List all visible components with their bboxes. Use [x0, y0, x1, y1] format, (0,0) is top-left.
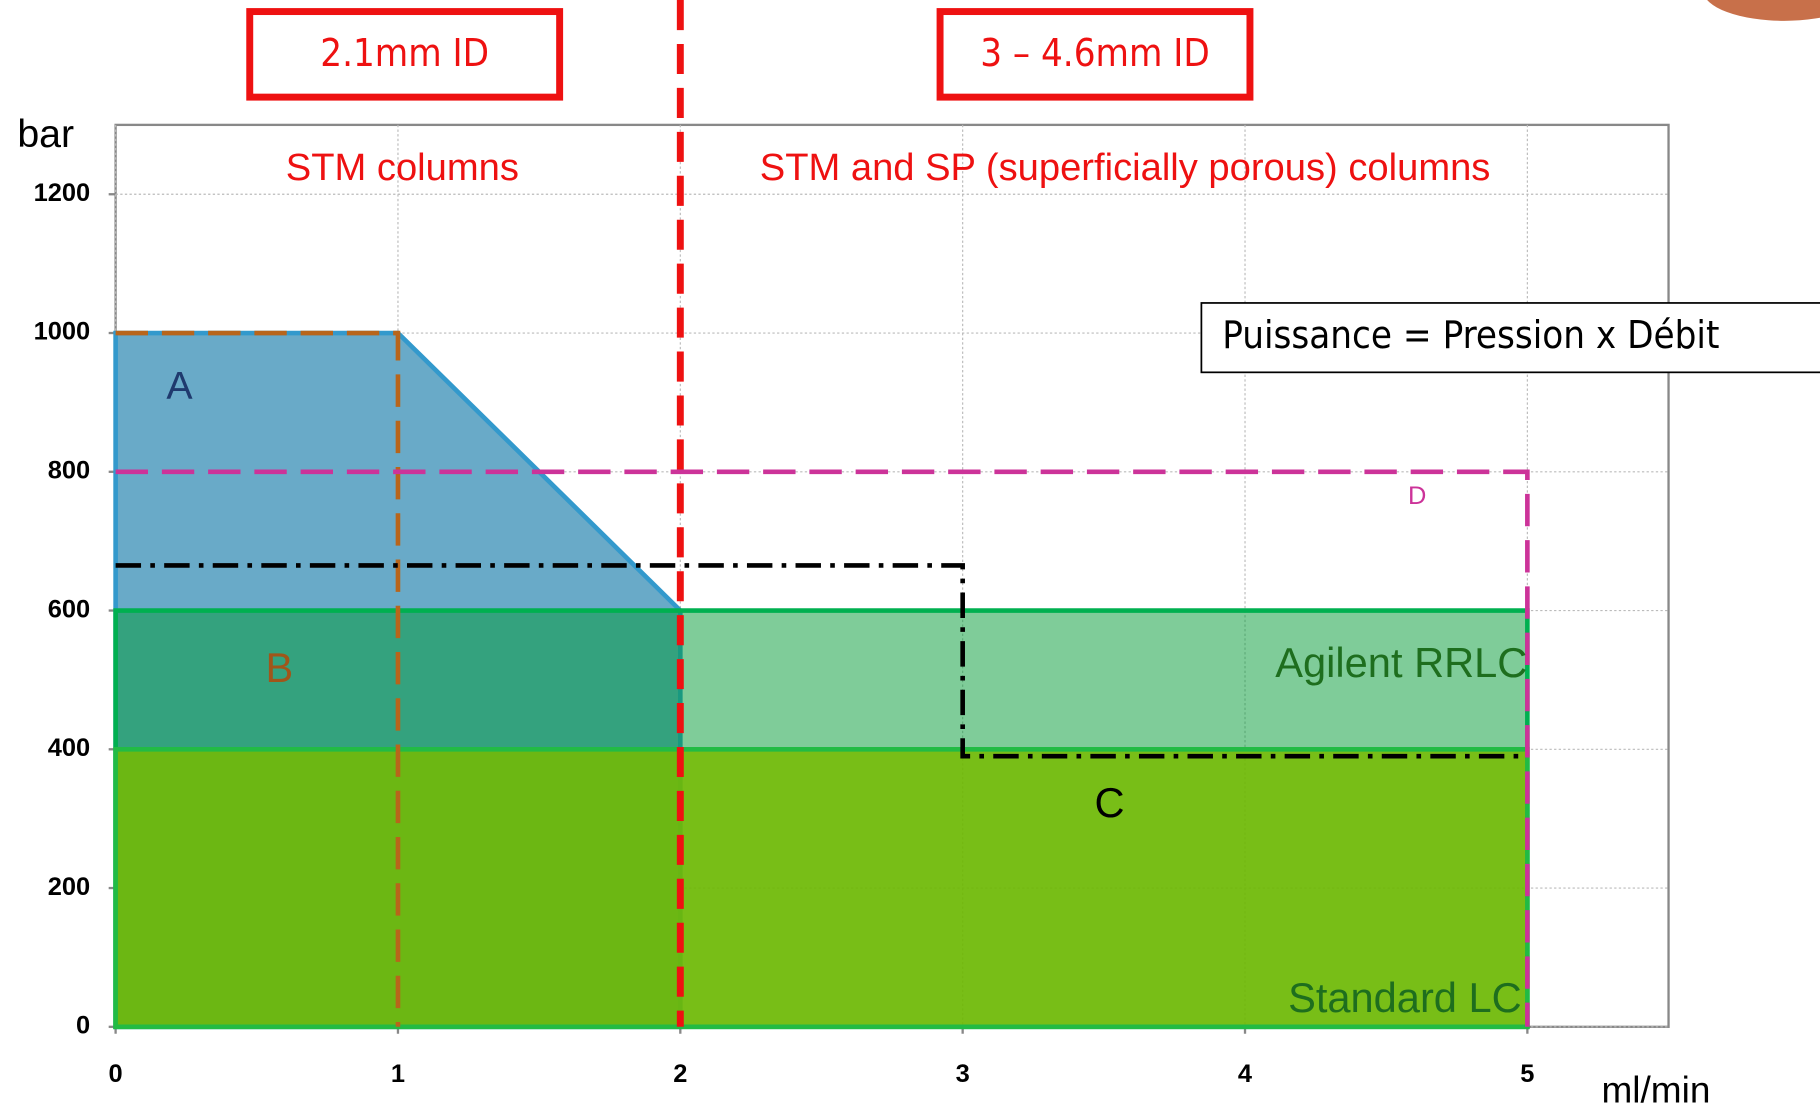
x-tick-label: 2 [673, 1060, 687, 1088]
y-tick-label: 1200 [34, 179, 91, 207]
x-axis-label: ml/min [1601, 1069, 1710, 1110]
region-id-box [246, 8, 564, 101]
x-tick-label: 1 [391, 1060, 405, 1088]
y-tick-label: 800 [48, 456, 90, 484]
x-tick-label: 5 [1520, 1060, 1534, 1088]
limit-line [115, 469, 1530, 1027]
region-label: STM and SP (superficially porous) column… [760, 146, 1491, 189]
y-tick-label: 200 [48, 873, 90, 901]
region-id-box [936, 8, 1254, 101]
limit-line [115, 330, 401, 1027]
limit-line [115, 563, 1528, 759]
series-label: Standard LC [1288, 974, 1522, 1021]
series-label: Agilent RRLC [1275, 639, 1527, 686]
x-tick-label: 0 [109, 1060, 123, 1088]
y-tick-label: 0 [76, 1012, 90, 1040]
region-label: STM columns [286, 146, 519, 189]
series-label: B [265, 644, 293, 691]
note: Puissance = Pression x Débit [1222, 313, 1719, 357]
series-label: C [1094, 779, 1124, 826]
y-axis-label: bar [17, 112, 74, 156]
y-tick-label: 400 [48, 734, 90, 762]
region-id: 2.1mm ID [320, 31, 489, 75]
decoration [1707, 0, 1820, 21]
x-tick-label: 4 [1238, 1060, 1252, 1088]
x-tick-label: 3 [956, 1060, 970, 1088]
note-box [1200, 302, 1820, 374]
region-id: 3 – 4.6mm ID [980, 31, 1210, 75]
y-tick-label: 1000 [34, 318, 91, 346]
series-label: A [166, 364, 193, 408]
series-label: D [1408, 482, 1426, 510]
marks [113, 330, 1530, 1030]
y-tick-label: 600 [48, 595, 90, 623]
